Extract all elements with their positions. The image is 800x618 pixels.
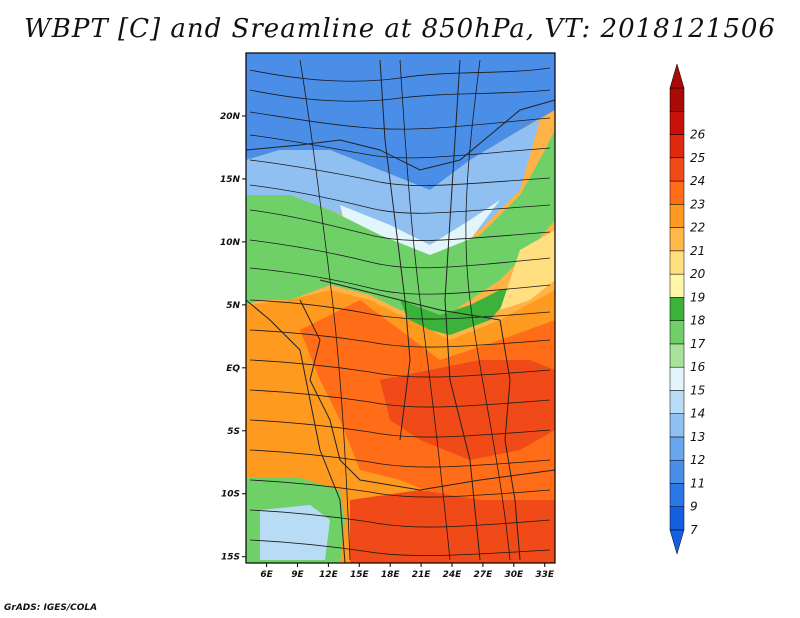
lat-label: 15S [221,553,240,563]
colorbar-label: 23 [690,197,705,211]
lon-label: 18E [381,570,401,580]
lat-label: 10N [220,238,241,248]
lat-label: 5N [226,301,240,311]
colorbar-segment [669,157,685,182]
wbpt-band-blue [246,53,555,190]
colorbar-label: 22 [690,221,705,235]
colorbar-segment [669,273,685,298]
colorbar-bottom-arrow [669,529,685,555]
map-panel [246,53,555,563]
colorbar-segment [669,483,685,507]
colorbar-label: 15 [690,383,705,397]
colorbar-segment [669,204,685,228]
colorbar-label: 9 [690,500,698,514]
colorbar-segment [669,506,685,531]
colorbar-segment [669,459,685,484]
lon-label: 21E [412,570,432,580]
lat-label: EQ [226,364,240,374]
colorbar-label: 13 [690,430,705,444]
wbpt-band-yellow [500,230,555,310]
colorbar-segment [669,134,685,159]
country-borders [246,59,555,563]
colorbar-label: 20 [690,267,706,281]
lat-label: 15N [220,175,241,185]
colorbar-top-arrow [669,63,685,89]
lon-label: 12E [319,570,339,580]
wbpt-band-sw-paleblue [260,505,330,560]
colorbar-label: 25 [690,151,705,165]
colorbar-label: 11 [690,476,705,490]
colorbar-segment [669,320,685,345]
lon-label: 27E [474,570,494,580]
colorbar-label: 12 [690,453,705,467]
wbpt-band-lightblue [246,120,540,250]
colorbar-label: 17 [690,337,706,351]
colorbar-segment [669,413,685,438]
colorbar-label: 26 [690,128,706,142]
lon-label: 30E [504,570,524,580]
colorbar-segment [669,297,685,321]
colorbar-label: 14 [690,407,705,421]
colorbar-segment [669,87,685,112]
colorbar-label: 7 [690,523,698,537]
wbpt-band-darkgreen [400,285,520,335]
lat-label: 10S [221,490,240,500]
wbpt-band-red [380,360,555,460]
colorbar-segment [669,366,685,391]
colorbar-label: 24 [690,174,705,188]
lon-label: 15E [350,570,370,580]
colorbar-label: 21 [690,244,705,258]
colorbar-segment [669,390,685,414]
colorbar-segment [669,436,685,461]
colorbar-label: 19 [690,290,705,304]
latitude-axis: 20N 15N 10N 5N EQ 5S 10S 15S [220,112,246,563]
colorbar-label: 18 [690,314,706,328]
colorbar: 7 9 11 12 13 14 15 16 17 18 19 20 21 22 23 24 25 26 [669,63,706,555]
lon-label: 9E [291,570,304,580]
lon-label: 6E [260,570,273,580]
credit-label: GrADS: IGES/COLA [4,603,98,613]
map-frame [245,52,556,564]
lat-label: 5S [227,427,240,437]
colorbar-segment [669,227,685,252]
lon-label: 33E [535,570,555,580]
colorbar-label: 16 [690,360,706,374]
wbpt-band-green [246,130,555,320]
lat-label: 20N [220,112,241,122]
longitude-axis: 6E 9E 12E 15E 18E 21E 24E 27E 30E 33E [260,563,555,580]
map-title: WBPT [C] and Sreamline at 850hPa, VT: 20… [24,14,776,44]
streamlines [249,59,551,561]
lon-label: 24E [443,570,463,580]
colorbar-segment [669,111,685,135]
colorbar-segment [669,250,685,275]
colorbar-segment [669,343,685,368]
colorbar-segment [669,180,685,205]
